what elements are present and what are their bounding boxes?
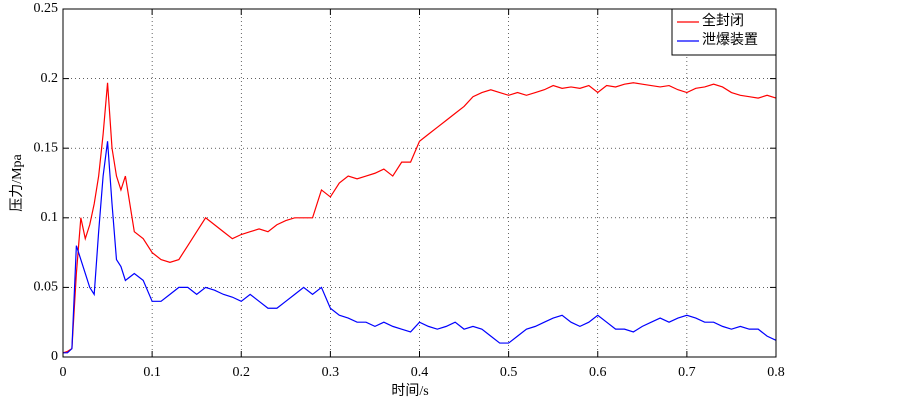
y-tick-label: 0.25	[34, 1, 59, 16]
x-axis-label: 时间/s	[391, 383, 428, 399]
series-line	[63, 141, 777, 354]
y-tick-label: 0.05	[34, 280, 59, 295]
legend-label: 泄爆装置	[702, 32, 758, 48]
x-tick-label: 0.7	[678, 365, 696, 380]
x-tick-label: 0.3	[322, 365, 340, 380]
y-tick-label: 0.1	[41, 210, 59, 225]
x-tick-label: 0.4	[411, 365, 429, 380]
legend-label: 全封闭	[702, 12, 744, 29]
plot-area	[63, 9, 776, 357]
y-tick-label: 0	[51, 349, 58, 364]
series-line	[62, 82, 777, 354]
y-tick-label: 0.15	[34, 140, 59, 155]
x-tick-label: 0.5	[500, 365, 518, 380]
x-tick-label: 0	[60, 365, 67, 380]
x-tick-label: 0.1	[143, 365, 161, 380]
x-tick-label: 0.6	[589, 365, 607, 380]
y-tick-label: 0.2	[41, 71, 59, 86]
plot-frame	[62, 8, 777, 358]
x-tick-label: 0.8	[767, 365, 785, 380]
y-axis-label: 压力/Mpa	[9, 153, 25, 211]
x-tick-label: 0.2	[233, 365, 251, 380]
legend-box	[671, 8, 777, 56]
